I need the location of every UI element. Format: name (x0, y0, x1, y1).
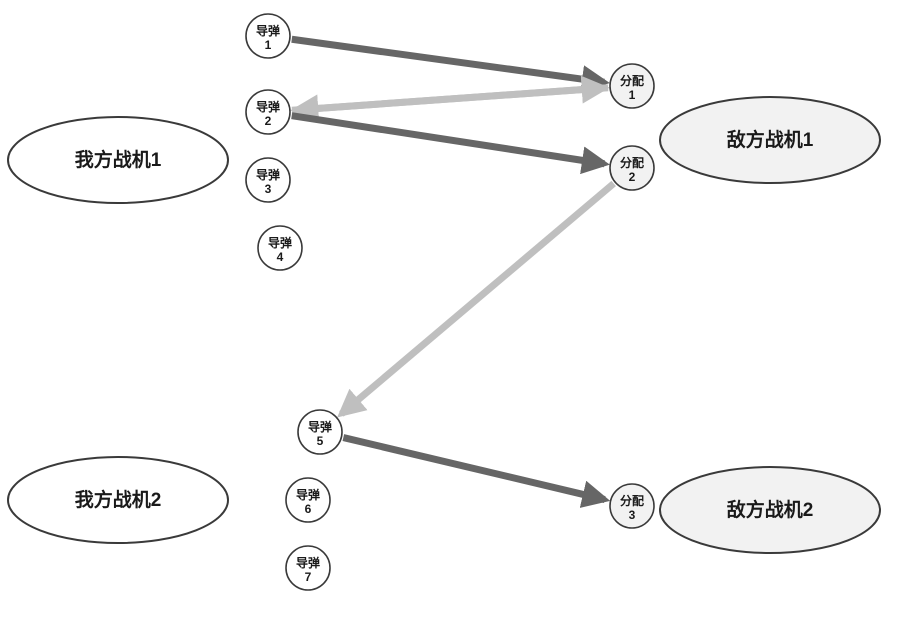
ellipse-enemy1: 敌方战机1 (660, 97, 880, 183)
node-label2-m2: 2 (265, 114, 272, 128)
ellipse-label-enemy2: 敌方战机2 (727, 498, 814, 521)
node-label2-a1: 1 (629, 88, 636, 102)
node-label1-m1: 导弹 (256, 23, 280, 38)
node-m7: 导弹7 (286, 546, 330, 590)
node-a1: 分配1 (610, 64, 654, 108)
node-m4: 导弹4 (258, 226, 302, 270)
node-m2: 导弹2 (246, 90, 290, 134)
node-label2-a2: 2 (629, 170, 636, 184)
node-label2-m3: 3 (265, 182, 272, 196)
node-label2-m5: 5 (317, 434, 324, 448)
node-label1-m3: 导弹 (256, 167, 280, 182)
node-label1-m2: 导弹 (256, 99, 280, 114)
node-label2-m6: 6 (305, 502, 312, 516)
arrow-a1-m2 (296, 88, 608, 110)
ellipse-label-our1: 我方战机1 (75, 148, 162, 171)
node-label1-m7: 导弹 (296, 555, 320, 570)
node-a2: 分配2 (610, 146, 654, 190)
node-m3: 导弹3 (246, 158, 290, 202)
node-m1: 导弹1 (246, 14, 290, 58)
node-label2-m7: 7 (305, 570, 312, 584)
node-label1-m4: 导弹 (268, 235, 292, 250)
ellipse-our1: 我方战机1 (8, 117, 228, 203)
node-label2-a3: 3 (629, 508, 636, 522)
node-label1-m6: 导弹 (296, 487, 320, 502)
arrow-m2-a2 (292, 116, 605, 164)
ellipse-enemy2: 敌方战机2 (660, 467, 880, 553)
ellipse-our2: 我方战机2 (8, 457, 228, 543)
ellipse-label-enemy1: 敌方战机1 (727, 128, 814, 151)
node-label1-a1: 分配 (620, 73, 644, 88)
node-label2-m4: 4 (277, 250, 284, 264)
node-m5: 导弹5 (298, 410, 342, 454)
arrow-m5-a3 (343, 438, 604, 500)
node-m6: 导弹6 (286, 478, 330, 522)
node-label2-m1: 1 (265, 38, 272, 52)
ellipse-label-our2: 我方战机2 (75, 488, 162, 511)
arrow-a2-m5 (341, 184, 613, 414)
node-label1-a2: 分配 (620, 155, 644, 170)
arrow-m1-a1 (292, 39, 604, 82)
node-label1-a3: 分配 (620, 493, 644, 508)
node-label1-m5: 导弹 (308, 419, 332, 434)
node-a3: 分配3 (610, 484, 654, 528)
